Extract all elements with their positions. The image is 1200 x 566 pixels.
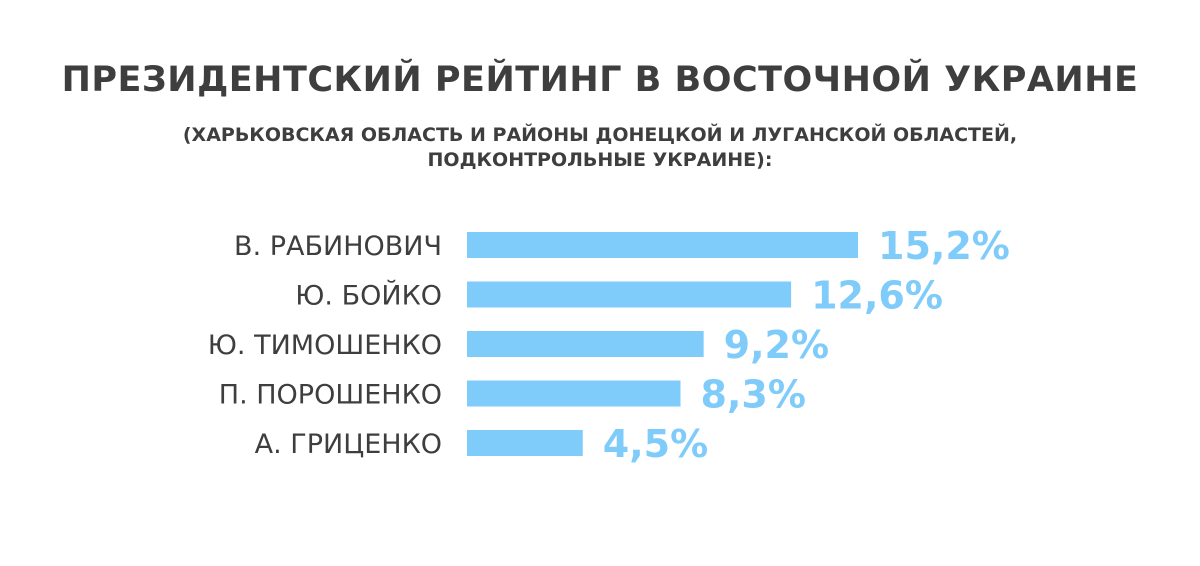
category-label: А. ГРИЦЕНКО bbox=[255, 429, 442, 460]
value-label: 8,3% bbox=[701, 373, 806, 417]
bar bbox=[467, 331, 704, 357]
value-label: 9,2% bbox=[724, 323, 829, 367]
bar bbox=[467, 430, 583, 456]
value-label: 12,6% bbox=[811, 274, 943, 318]
chart-subtitle: (ХАРЬКОВСКАЯ ОБЛАСТЬ И РАЙОНЫ ДОНЕЦКОЙ И… bbox=[0, 123, 1200, 173]
bar bbox=[467, 380, 681, 407]
chart-subtitle-line-2: ПОДКОНТРОЛЬНЫЕ УКРАИНЕ): bbox=[427, 149, 773, 171]
chart-subtitle-line-1: (ХАРЬКОВСКАЯ ОБЛАСТЬ И РАЙОНЫ ДОНЕЦКОЙ И… bbox=[182, 124, 1018, 146]
bar bbox=[467, 232, 858, 258]
category-label: Ю. ТИМОШЕНКО bbox=[208, 330, 442, 361]
chart-title: ПРЕЗИДЕНТСКИЙ РЕЙТИНГ В ВОСТОЧНОЙ УКРАИН… bbox=[61, 60, 1139, 100]
value-label: 15,2% bbox=[878, 224, 1010, 268]
bar bbox=[467, 281, 792, 308]
category-label: П. ПОРОШЕНКО bbox=[219, 380, 442, 411]
category-label: В. РАБИНОВИЧ bbox=[234, 231, 442, 262]
category-label: Ю. БОЙКО bbox=[295, 280, 442, 312]
value-label: 4,5% bbox=[603, 422, 708, 466]
